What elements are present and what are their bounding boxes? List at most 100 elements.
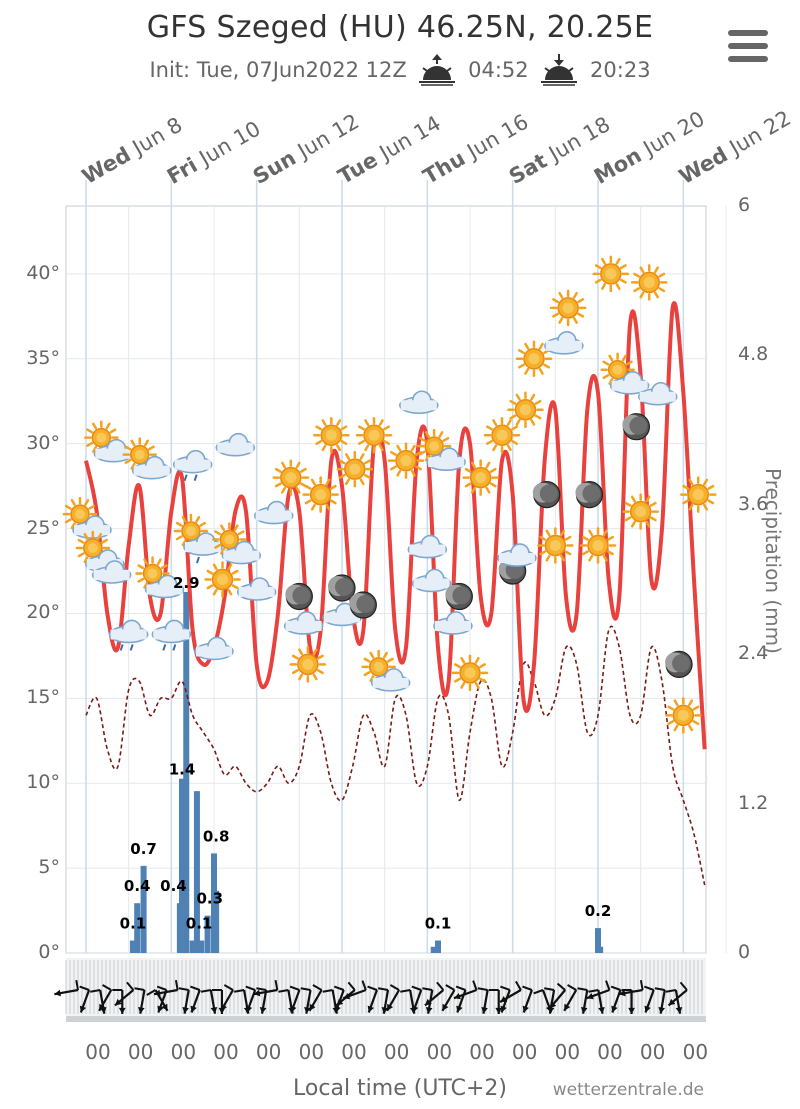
sun-icon: [313, 416, 350, 454]
precip-label: 0.4: [124, 877, 151, 895]
wind-arrowhead: [598, 1007, 605, 1014]
hour-label: 00: [469, 1040, 495, 1064]
precip-bar: [597, 946, 604, 953]
wind-barb: [389, 984, 400, 991]
wind-barb: [90, 989, 101, 993]
wind-barb: [436, 981, 445, 991]
sun-icon: [592, 255, 630, 293]
precip-bar: [435, 940, 441, 953]
precip-label: 0.7: [130, 840, 157, 858]
sun-icon: [549, 289, 587, 327]
cloud-icon: [407, 534, 448, 559]
hour-label: 00: [426, 1040, 453, 1064]
precip-bar: [129, 940, 136, 953]
wind-arrowhead: [245, 1005, 253, 1013]
wind-barb: [411, 985, 422, 991]
sun-icon: [462, 459, 499, 496]
wind-barb: [556, 982, 566, 991]
wind-arrowhead: [611, 1005, 618, 1013]
hour-label: 00: [298, 1040, 325, 1064]
wind-arrowhead: [425, 1007, 433, 1014]
cloud-icon: [637, 381, 678, 406]
cloud-icon: [253, 500, 294, 525]
wind-arrowhead: [481, 1007, 488, 1014]
wind-barb: [256, 987, 267, 991]
wind-barb: [178, 987, 189, 991]
y-tick-left: 40°: [26, 261, 60, 284]
y-tick-left: 25°: [26, 516, 60, 539]
sun-icon: [622, 493, 659, 530]
wind-arrowhead: [564, 1003, 571, 1011]
wind-barb: [312, 984, 323, 991]
precip-bar: [213, 890, 220, 953]
wind-barb: [577, 987, 588, 991]
moon-icon: [328, 574, 356, 602]
sun-icon: [272, 459, 310, 496]
hamburger-menu-icon[interactable]: [728, 30, 768, 62]
wind-barb: [134, 987, 145, 991]
rain-cloud-icon: [172, 449, 213, 481]
cloud-icon: [411, 568, 452, 593]
precip-bar: [183, 591, 190, 953]
sun-icon: [579, 527, 617, 564]
sun-icon: [451, 654, 489, 692]
wind-barb: [679, 981, 688, 991]
wind-arrowhead: [336, 998, 344, 1006]
wind-barb: [174, 979, 179, 991]
sun-icon: [355, 416, 393, 454]
precip-bars: [129, 591, 604, 953]
dewpoint-line: [85, 625, 706, 886]
wind-barb: [533, 989, 544, 995]
wind-barb: [190, 985, 201, 991]
wind-arrowhead: [619, 989, 626, 997]
precip-bar: [140, 865, 147, 953]
precip-bar: [198, 940, 205, 953]
chart-grid: [65, 180, 727, 954]
moon-icon: [622, 413, 651, 441]
wind-barb: [588, 989, 599, 993]
wind-arrowhead: [334, 1005, 341, 1013]
y-tick-left: 0°: [38, 941, 60, 963]
precip-label: 0.4: [160, 877, 187, 895]
wind-barb: [643, 985, 655, 991]
y-tick-right: 3.6: [738, 492, 769, 515]
wind-barb: [455, 985, 466, 991]
wind-arrowhead: [495, 1007, 503, 1014]
wind-arrowhead: [456, 1005, 463, 1013]
wind-arrowhead: [658, 1007, 665, 1014]
wind-arrowhead: [157, 1005, 164, 1013]
wind-barb: [522, 985, 533, 991]
precip-bar: [193, 791, 200, 953]
y-tick-left: 15°: [26, 686, 60, 709]
moon-icon: [665, 650, 693, 678]
wind-arrowhead: [253, 989, 261, 997]
precip-bar: [179, 778, 185, 953]
wind-arrowhead: [580, 1007, 588, 1014]
hour-label: 00: [170, 1040, 197, 1064]
hour-label: 00: [383, 1040, 410, 1064]
x-axis-title: Local time (UTC+2): [293, 1076, 507, 1101]
rain-cloud-icon: [108, 619, 149, 651]
wind-arrowhead: [675, 1007, 683, 1014]
y-tick-left: 35°: [26, 346, 60, 369]
wind-barb: [367, 985, 378, 991]
wind-arrowhead: [118, 1007, 126, 1014]
wind-arrowhead: [500, 1005, 507, 1013]
cloud-icon: [91, 560, 132, 584]
sun-cloud-icon: [212, 522, 262, 565]
wind-barb: [322, 989, 333, 993]
wind-barb: [347, 981, 356, 991]
sunset-time: 20:23: [590, 58, 651, 82]
wind-arrowhead: [343, 992, 351, 1000]
wind-barb: [274, 979, 279, 991]
sun-icon: [680, 476, 717, 513]
wind-barb: [514, 980, 522, 991]
precip-bar: [189, 940, 196, 953]
hour-label: 00: [127, 1040, 154, 1064]
temperature-line: [84, 301, 707, 750]
moon-icon: [349, 591, 377, 619]
wind-barb: [477, 987, 488, 991]
cloud-icon: [215, 432, 256, 457]
